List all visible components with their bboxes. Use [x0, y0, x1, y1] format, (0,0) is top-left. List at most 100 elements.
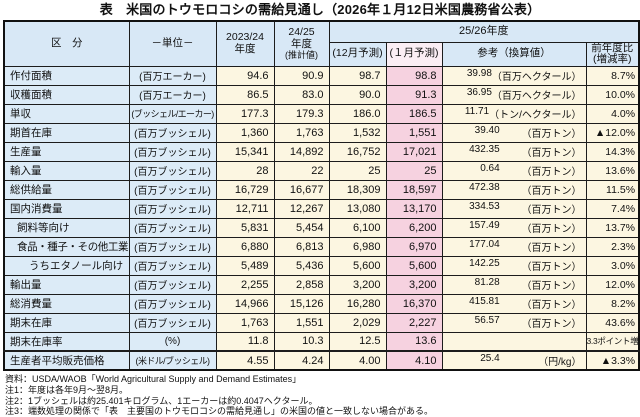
row-label: 生産者平均販売価格	[3, 350, 130, 371]
header-unit: －単位－	[128, 20, 217, 67]
table-row: 生産者平均販売価格 (米ドル/ブッシェル) 4.55 4.24 4.00 4.10 25.4…	[3, 350, 640, 371]
table-row: 単収 (ブッシェル/エーカー) 177.3 179.3 186.0 186.5 11.71 （…	[3, 103, 640, 124]
reference-value: 39.40	[474, 125, 500, 136]
value-2023-24: 15,341	[215, 141, 275, 162]
value-jan-forecast: 6,970	[385, 236, 443, 257]
value-reference: 334.53 （百万トン）	[441, 198, 587, 219]
value-2023-24: 1,763	[215, 312, 275, 333]
value-jan-forecast: 13,170	[385, 198, 443, 219]
reference-value: 11.71	[464, 106, 490, 117]
row-unit: (百万ブッシェル)	[128, 312, 217, 333]
value-dec-forecast: 6,100	[328, 217, 387, 238]
row-unit: (百万ブッシェル)	[128, 293, 217, 314]
row-label: 食品・種子・その他工業向け	[3, 236, 130, 257]
reference-unit: （百万ヘクタール）	[491, 72, 582, 83]
value-jan-forecast: 25	[385, 160, 443, 181]
value-reference: 56.57 （百万トン）	[441, 312, 587, 333]
value-dec-forecast: 25	[328, 160, 387, 181]
table-row: 輸出量 (百万ブッシェル) 2,255 2,858 3,200 3,200 81.28 （百万…	[3, 274, 640, 295]
value-24-25-estimate: 4.24	[273, 350, 330, 371]
value-2023-24: 2,255	[215, 274, 275, 295]
value-2023-24: 28	[215, 160, 275, 181]
value-24-25-estimate: 15,126	[273, 293, 330, 314]
reference-unit: （百万トン）	[521, 205, 582, 216]
reference-value: 142.25	[469, 258, 500, 269]
row-label: うちエタノール向け	[3, 255, 130, 276]
value-yoy: 8.2%	[585, 293, 640, 314]
value-jan-forecast: 3,200	[385, 274, 443, 295]
value-dec-forecast: 6,980	[328, 236, 387, 257]
reference-unit: （円/kg）	[538, 357, 582, 368]
reference-unit: （百万トン）	[521, 224, 582, 235]
reference-value: 472.38	[469, 182, 500, 193]
value-jan-forecast: 17,021	[385, 141, 443, 162]
value-jan-forecast: 5,600	[385, 255, 443, 276]
value-yoy: 12.0%	[585, 274, 640, 295]
value-dec-forecast: 186.0	[328, 103, 387, 124]
value-yoy: 7.4%	[585, 198, 640, 219]
value-2023-24: 4.55	[215, 350, 275, 371]
value-dec-forecast: 4.00	[328, 350, 387, 371]
value-yoy: 4.0%	[585, 103, 640, 124]
value-24-25-estimate: 5,436	[273, 255, 330, 276]
table-header: 区 分 －単位－ 2023/24 年度 24/25 年度 (推計値) 25/26…	[3, 20, 640, 67]
value-24-25-estimate: 179.3	[273, 103, 330, 124]
header-24-25-main: 24/25 年度	[288, 26, 315, 50]
row-unit: (百万ブッシェル)	[128, 141, 217, 162]
value-2023-24: 177.3	[215, 103, 275, 124]
header-2023-24: 2023/24 年度	[215, 20, 275, 67]
row-unit: (百万ブッシェル)	[128, 255, 217, 276]
value-2023-24: 5,489	[215, 255, 275, 276]
value-24-25-estimate: 14,892	[273, 141, 330, 162]
row-unit: (百万ブッシェル)	[128, 198, 217, 219]
table-row: 期首在庫 (百万ブッシェル) 1,360 1,763 1,532 1,551 39.40 （百…	[3, 122, 640, 143]
value-reference: 415.81 （百万トン）	[441, 293, 587, 314]
header-reference: 参考（換算値）	[441, 41, 587, 67]
reference-unit: （百万トン）	[521, 167, 582, 178]
table-body: 作付面積 (百万エーカー) 94.6 90.9 98.7 98.8 39.98 （百万ヘクター…	[3, 65, 640, 371]
reference-value: 36.95	[466, 87, 492, 98]
value-yoy: 43.6%	[585, 312, 640, 333]
reference-value: 81.28	[474, 277, 500, 288]
header-25-26: 25/26年度	[328, 20, 640, 43]
value-yoy: 2.3%	[585, 236, 640, 257]
value-yoy: 3.3ポイント増	[585, 331, 640, 352]
value-2023-24: 5,831	[215, 217, 275, 238]
table-row: 収穫面積 (百万エーカー) 86.5 83.0 90.0 91.3 36.95 （百万ヘクター…	[3, 84, 640, 105]
header-yoy: 前年度比 (増減率)	[585, 41, 640, 67]
table-row: 生産量 (百万ブッシェル) 15,341 14,892 16,752 17,021 432.…	[3, 141, 640, 162]
row-unit: (百万エーカー)	[128, 84, 217, 105]
row-label: 飼料等向け	[3, 217, 130, 238]
row-label: 期末在庫	[3, 312, 130, 333]
value-2023-24: 16,729	[215, 179, 275, 200]
value-2023-24: 86.5	[215, 84, 275, 105]
supply-demand-table: 区 分 －単位－ 2023/24 年度 24/25 年度 (推計値) 25/26…	[3, 20, 640, 371]
page-title: 表 米国のトウモロコシの需給見通し（2026年１月12日米国農務省公表）	[99, 2, 541, 17]
value-jan-forecast: 98.8	[385, 65, 443, 86]
value-yoy: ▲3.3%	[585, 350, 640, 371]
value-24-25-estimate: 10.3	[273, 331, 330, 352]
row-label: 輸出量	[3, 274, 130, 295]
footnote: 注2：1ブッシェルは約25.401キログラム、1エーカーは約0.4047ヘクター…	[5, 395, 318, 406]
header-24-25: 24/25 年度 (推計値)	[273, 20, 330, 67]
value-dec-forecast: 16,752	[328, 141, 387, 162]
value-reference: 39.40 （百万トン）	[441, 122, 587, 143]
reference-value: 25.4	[480, 353, 500, 364]
row-label: 国内消費量	[3, 198, 130, 219]
table-row: 総供給量 (百万ブッシェル) 16,729 16,677 18,309 18,597 472…	[3, 179, 640, 200]
value-dec-forecast: 3,200	[328, 274, 387, 295]
value-yoy: 8.7%	[585, 65, 640, 86]
value-24-25-estimate: 12,267	[273, 198, 330, 219]
value-dec-forecast: 1,532	[328, 122, 387, 143]
row-unit: (%)	[128, 331, 217, 352]
value-reference: 177.04 （百万トン）	[441, 236, 587, 257]
reference-value: 39.98	[466, 68, 492, 79]
row-label: 単収	[3, 103, 130, 124]
value-24-25-estimate: 1,763	[273, 122, 330, 143]
reference-unit: （百万トン）	[521, 319, 582, 330]
table-row: 国内消費量 (百万ブッシェル) 12,711 12,267 13,080 13,170 33…	[3, 198, 640, 219]
table-row: うちエタノール向け (百万ブッシェル) 5,489 5,436 5,600 5,600 14…	[3, 255, 640, 276]
value-2023-24: 11.8	[215, 331, 275, 352]
value-jan-forecast: 16,370	[385, 293, 443, 314]
reference-value: 415.81	[469, 296, 500, 307]
